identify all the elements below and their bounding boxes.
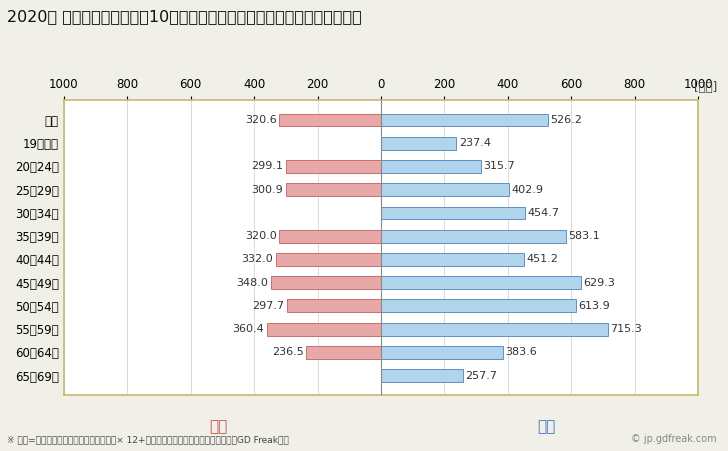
Text: 360.4: 360.4 <box>232 324 264 334</box>
Text: 451.2: 451.2 <box>526 254 558 264</box>
Text: 300.9: 300.9 <box>251 185 283 195</box>
Text: 613.9: 613.9 <box>578 301 610 311</box>
Text: 320.0: 320.0 <box>245 231 277 241</box>
Text: 383.6: 383.6 <box>505 347 537 357</box>
Text: 299.1: 299.1 <box>252 161 283 171</box>
Text: [万円]: [万円] <box>694 81 717 94</box>
Text: 237.4: 237.4 <box>459 138 491 148</box>
Bar <box>276 253 381 266</box>
Text: 402.9: 402.9 <box>511 185 543 195</box>
Text: 236.5: 236.5 <box>272 347 304 357</box>
Text: ※ 年収=「きまって支給する現金給与額」× 12+「年間賞与その他特別給与額」としてGD Freak推計: ※ 年収=「きまって支給する現金給与額」× 12+「年間賞与その他特別給与額」と… <box>7 435 289 444</box>
Text: 715.3: 715.3 <box>610 324 642 334</box>
Text: 女性: 女性 <box>209 419 228 434</box>
Text: 348.0: 348.0 <box>236 278 268 288</box>
Text: 526.2: 526.2 <box>550 115 582 125</box>
Bar <box>381 230 566 243</box>
Bar <box>381 137 456 150</box>
Bar <box>280 230 381 243</box>
Bar <box>285 183 381 196</box>
Bar <box>381 369 463 382</box>
Bar <box>306 346 381 359</box>
Bar <box>381 114 548 126</box>
Bar <box>286 160 381 173</box>
Text: 629.3: 629.3 <box>583 278 615 288</box>
Text: 332.0: 332.0 <box>242 254 273 264</box>
Text: 男性: 男性 <box>537 419 555 434</box>
Text: 2020年 民間企業（従業者数10人以上）フルタイム労働者の男女別平均年収: 2020年 民間企業（従業者数10人以上）フルタイム労働者の男女別平均年収 <box>7 9 362 24</box>
Bar <box>280 114 381 126</box>
Bar <box>381 160 481 173</box>
Bar <box>381 323 608 336</box>
Bar <box>381 299 576 312</box>
Bar <box>287 299 381 312</box>
Bar <box>271 276 381 289</box>
Text: 320.6: 320.6 <box>245 115 277 125</box>
Bar <box>381 207 525 219</box>
Text: 583.1: 583.1 <box>569 231 600 241</box>
Text: 454.7: 454.7 <box>528 208 560 218</box>
Bar <box>381 346 502 359</box>
Bar <box>266 323 381 336</box>
Text: 257.7: 257.7 <box>465 371 497 381</box>
Text: 315.7: 315.7 <box>483 161 515 171</box>
Bar <box>381 183 509 196</box>
Text: 297.7: 297.7 <box>252 301 284 311</box>
Text: © jp.gdfreak.com: © jp.gdfreak.com <box>631 434 717 444</box>
Bar <box>381 276 581 289</box>
Bar <box>381 253 524 266</box>
